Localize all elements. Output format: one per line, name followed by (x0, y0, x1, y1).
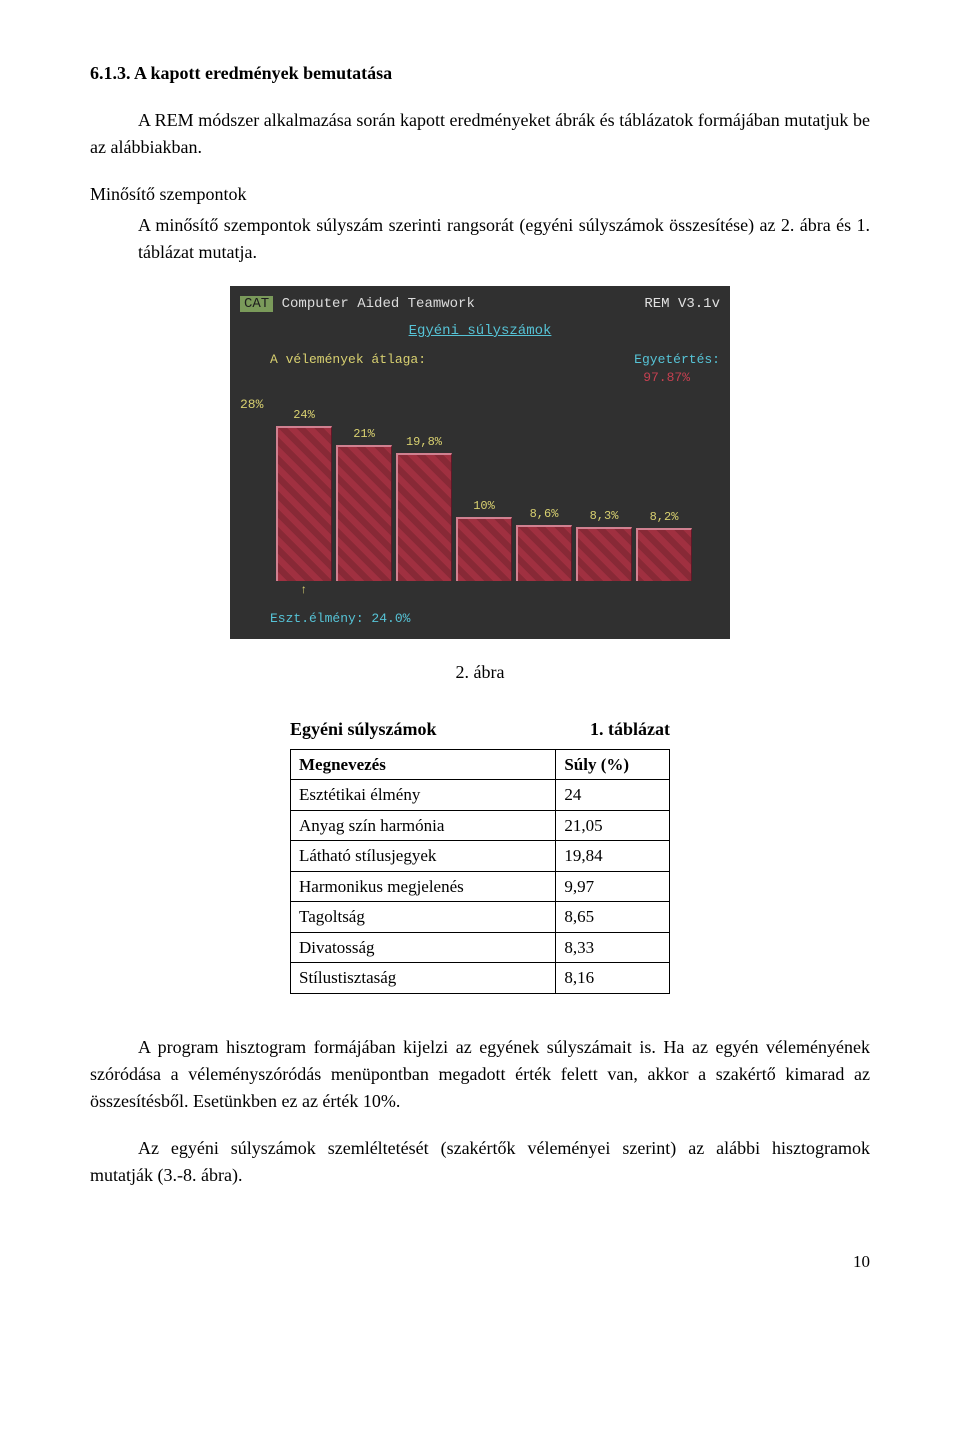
table-row: Látható stílusjegyek19,84 (291, 841, 670, 872)
cell-value: 8,16 (556, 963, 670, 994)
table-row: Esztétikai élmény24 (291, 780, 670, 811)
cell-name: Látható stílusjegyek (291, 841, 556, 872)
chart-container: CAT Computer Aided Teamwork REM V3.1v Eg… (90, 286, 870, 639)
bar-col: 10% (456, 497, 512, 581)
chart-bars: 24% 21% 19,8% 10% 8,6% (276, 406, 692, 581)
bar-label: 8,3% (590, 507, 619, 525)
bar-label: 10% (473, 497, 495, 515)
table-caption-left: Egyéni súlyszámok (290, 716, 437, 743)
cell-name: Tagoltság (291, 902, 556, 933)
cell-value: 8,33 (556, 932, 670, 963)
weights-table: Megnevezés Súly (%) Esztétikai élmény24 … (290, 749, 670, 994)
cell-name: Anyag szín harmónia (291, 810, 556, 841)
chart-footer: Eszt.élmény: 24.0% (240, 609, 720, 629)
cell-value: 19,84 (556, 841, 670, 872)
chart-app-badge: CAT (240, 296, 273, 312)
bar-col: 24% (276, 406, 332, 581)
chart-footer-label: Eszt.élmény: (270, 611, 371, 626)
table-row: Stílustisztaság8,16 (291, 963, 670, 994)
page-number: 10 (90, 1249, 870, 1275)
chart-app-rest: Computer Aided Teamwork (282, 296, 475, 312)
chart-subtitle: Egyéni súlyszámok (240, 321, 720, 342)
table-container: Egyéni súlyszámok 1. táblázat Megnevezés… (90, 716, 870, 994)
bar-col: 8,3% (576, 507, 632, 581)
bar (336, 445, 392, 581)
criteria-title: Minősítő szempontok (90, 181, 870, 208)
chart-agreement-value: 97.87% (240, 368, 720, 388)
cell-name: Stílustisztaság (291, 963, 556, 994)
bar-col: 19,8% (396, 433, 452, 581)
cell-value: 24 (556, 780, 670, 811)
bar (636, 528, 692, 581)
bar-col: 8,2% (636, 508, 692, 581)
bottom-paragraph-1: A program hisztogram formájában kijelzi … (90, 1034, 870, 1115)
table-caption-right: 1. táblázat (590, 716, 670, 743)
bar (516, 525, 572, 581)
intro-paragraph: A REM módszer alkalmazása során kapott e… (90, 107, 870, 161)
criteria-paragraph: A minősítő szempontok súlyszám szerinti … (90, 212, 870, 266)
table-row: Anyag szín harmónia21,05 (291, 810, 670, 841)
bar (396, 453, 452, 581)
bar (456, 517, 512, 581)
chart-version: REM V3.1v (644, 294, 720, 315)
chart-agreement-label: Egyetértés: (634, 350, 720, 370)
chart-plot-area: 28% 24% 21% 19,8% 10% (240, 391, 720, 581)
cell-value: 21,05 (556, 810, 670, 841)
bar (276, 426, 332, 581)
chart-pointer-icon: ↑ (300, 581, 307, 599)
section-heading: 6.1.3. A kapott eredmények bemutatása (90, 60, 870, 87)
chart-y-axis-label: 28% (240, 395, 263, 415)
bottom-paragraph-2: Az egyéni súlyszámok szemléltetését (sza… (90, 1135, 870, 1189)
chart-footer-value: 24.0% (371, 611, 410, 626)
chart-avg-label: A vélemények átlaga: (270, 350, 426, 370)
cell-name: Harmonikus megjelenés (291, 871, 556, 902)
bar-col: 21% (336, 425, 392, 581)
table-header-name: Megnevezés (291, 749, 556, 780)
histogram-chart: CAT Computer Aided Teamwork REM V3.1v Eg… (230, 286, 730, 639)
figure-caption: 2. ábra (90, 659, 870, 686)
cell-name: Divatosság (291, 932, 556, 963)
cell-value: 8,65 (556, 902, 670, 933)
bar-label: 21% (353, 425, 375, 443)
table-row: Harmonikus megjelenés9,97 (291, 871, 670, 902)
table-row: Tagoltság8,65 (291, 902, 670, 933)
table-header-row: Megnevezés Súly (%) (291, 749, 670, 780)
table-caption: Egyéni súlyszámok 1. táblázat (290, 716, 670, 743)
chart-app-title: CAT Computer Aided Teamwork (240, 294, 475, 315)
bar-label: 8,6% (530, 505, 559, 523)
table-row: Divatosság8,33 (291, 932, 670, 963)
bar (576, 527, 632, 581)
bar-label: 24% (293, 406, 315, 424)
table-header-weight: Súly (%) (556, 749, 670, 780)
cell-value: 9,97 (556, 871, 670, 902)
bar-col: 8,6% (516, 505, 572, 581)
cell-name: Esztétikai élmény (291, 780, 556, 811)
bar-label: 8,2% (650, 508, 679, 526)
bar-label: 19,8% (406, 433, 442, 451)
